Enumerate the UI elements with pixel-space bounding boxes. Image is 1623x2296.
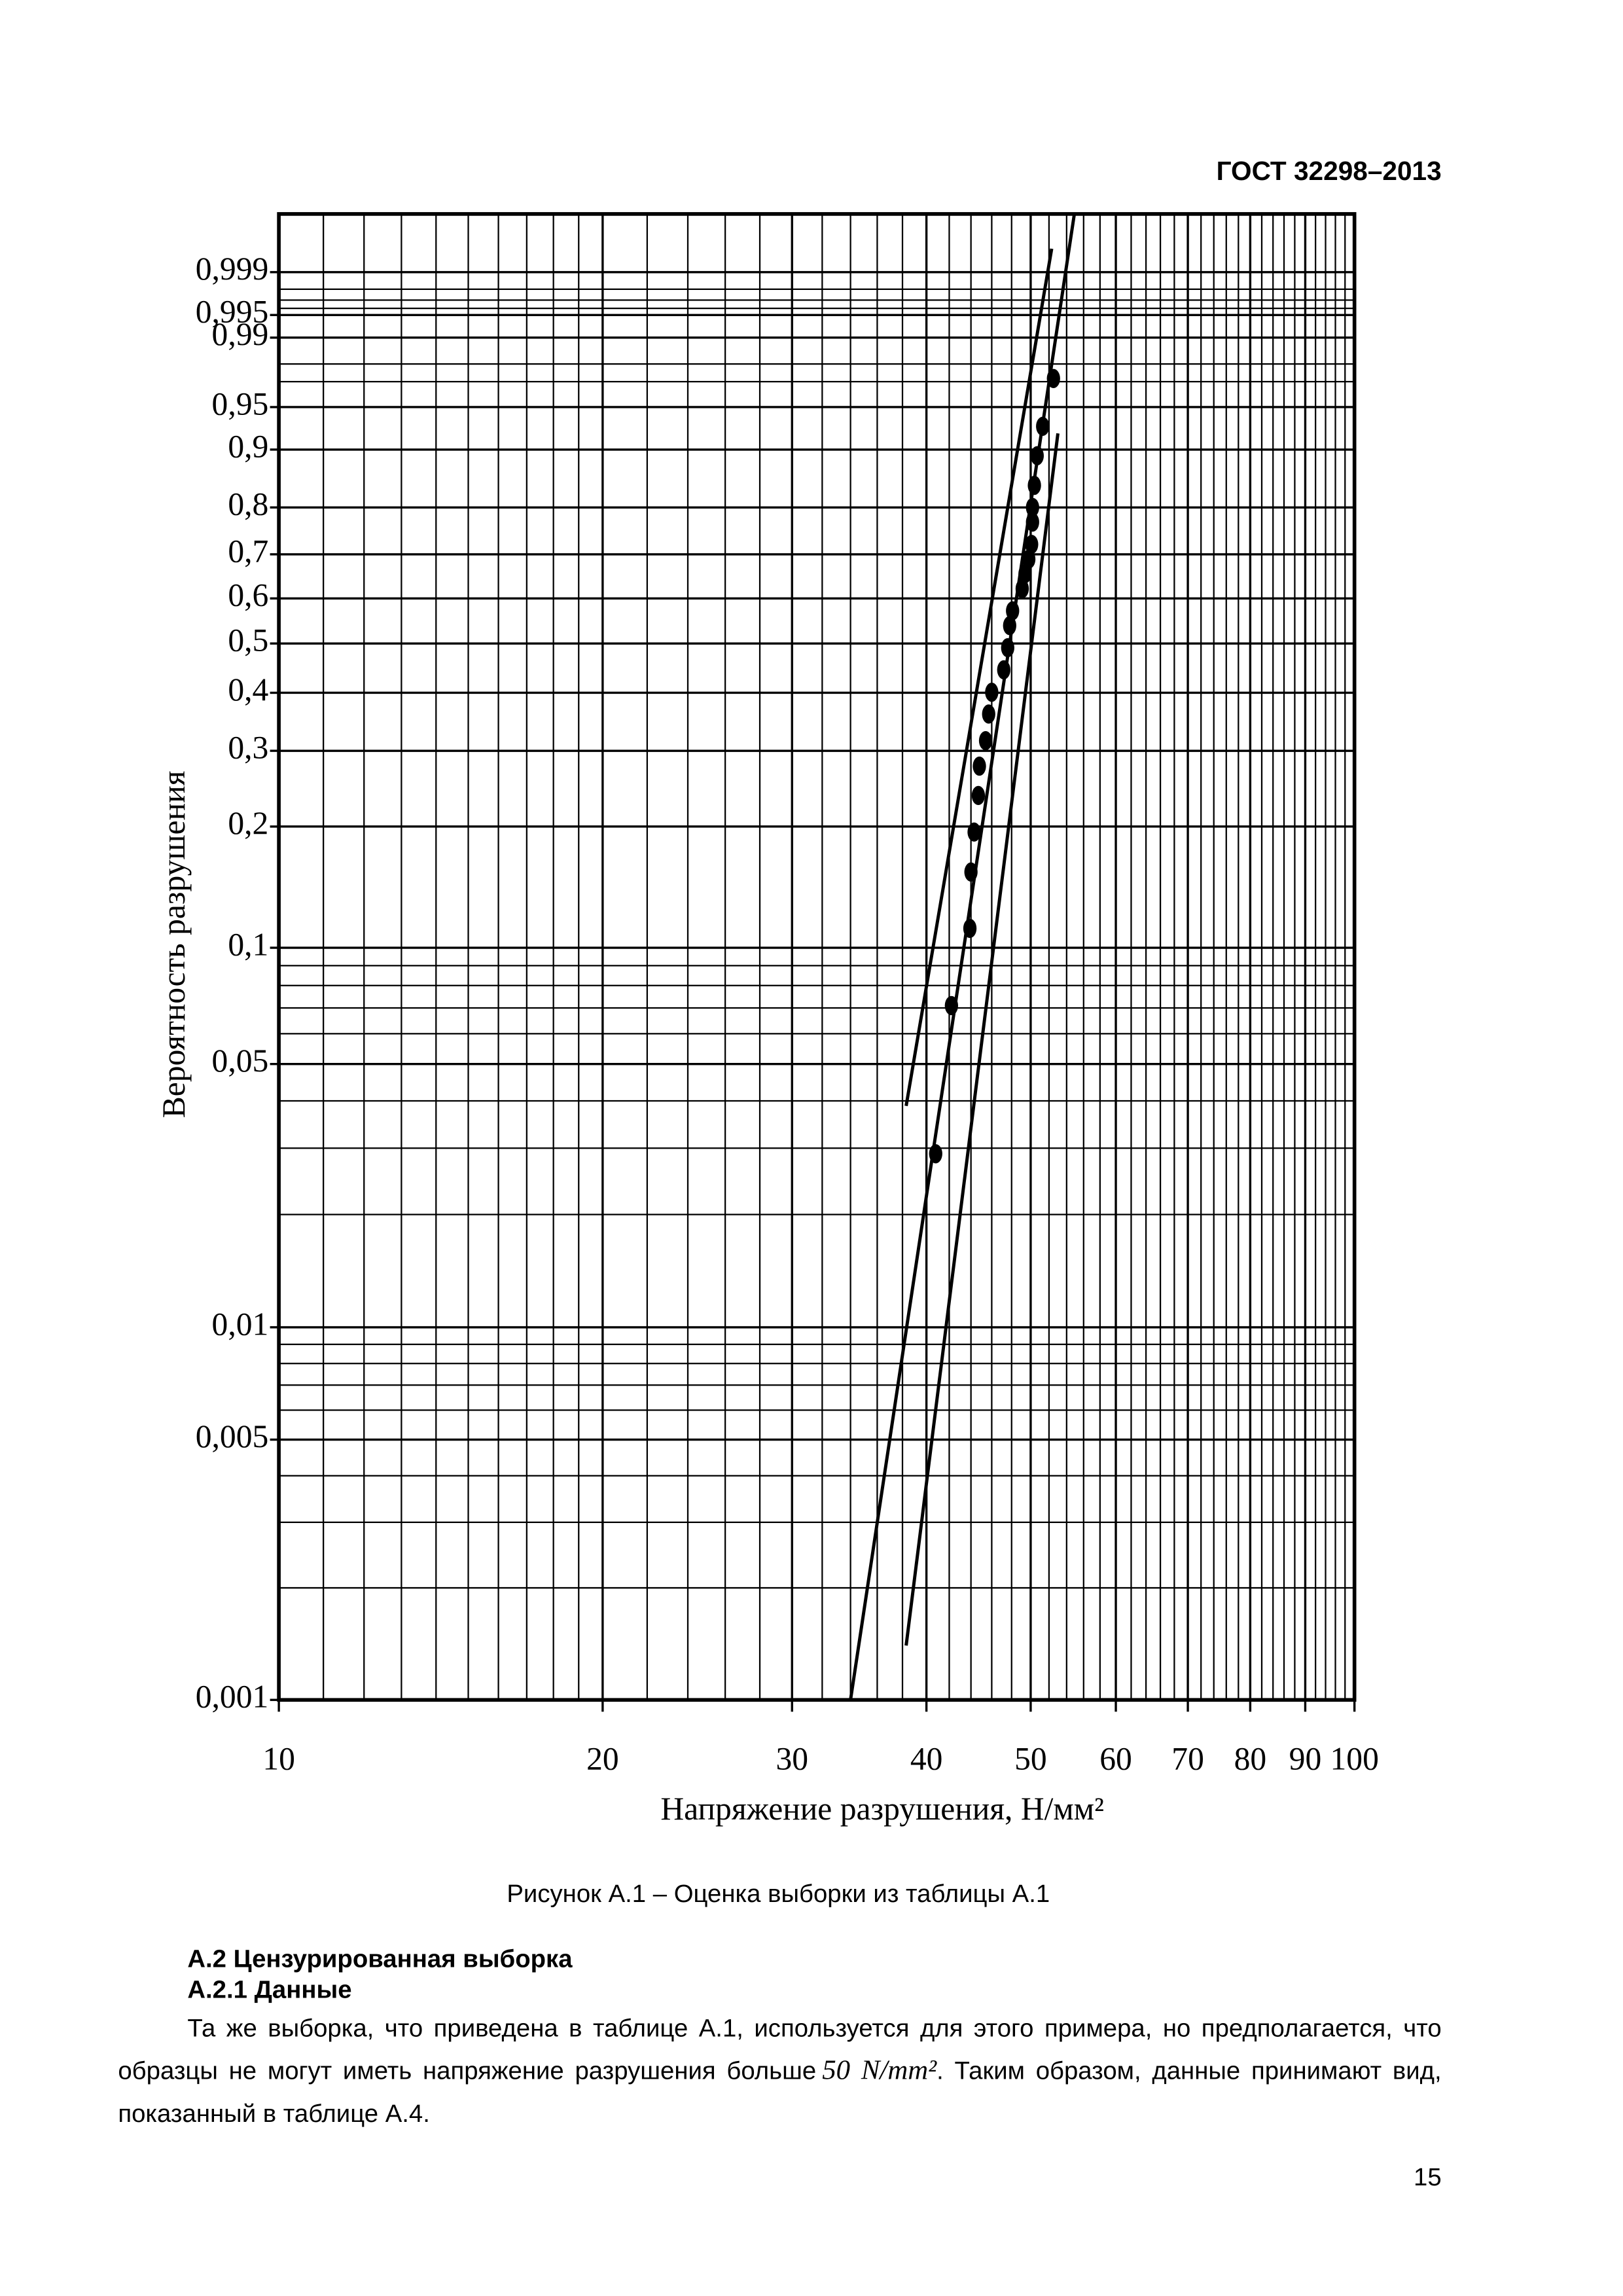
y-tick-label: 0,6 [228,577,268,613]
page-number: 15 [1414,2163,1442,2191]
y-axis-label: Вероятность разрушения [156,771,192,1119]
data-point [1046,368,1060,388]
data-point [972,756,986,776]
fit-line [904,248,1054,1107]
y-tick-label: 0,999 [196,251,269,287]
data-point [1025,535,1039,554]
data-point [1015,579,1029,599]
data-point [1022,549,1036,569]
y-tick-label: 0,5 [228,622,268,658]
y-tick-label: 0,8 [228,486,268,522]
y-tick-label: 0,7 [228,533,268,569]
data-point [982,704,995,724]
data-point [1003,616,1016,636]
x-tick-label: 90 [1289,1740,1322,1776]
figure-caption: Рисунок А.1 – Оценка выборки из таблицы … [507,1880,1050,1909]
y-tick-label: 0,4 [228,672,268,708]
x-tick-label: 20 [586,1740,619,1776]
y-tick-label: 0,2 [228,805,268,841]
y-tick-label: 0,95 [212,386,269,422]
y-tick-label: 0,005 [196,1418,269,1454]
y-tick-label: 0,99 [212,316,269,352]
data-point [1001,637,1014,658]
data-point [997,660,1010,680]
text: Та же выборка, что приведена в таблице А… [118,2014,1442,2085]
x-tick-label: 10 [262,1740,295,1776]
data-point [1030,446,1044,465]
data-point [1018,564,1032,584]
x-tick-label: 100 [1330,1740,1378,1776]
header-title: ГОСТ 32298–2013 [1216,156,1442,187]
paragraph: Та же выборка, что приведена в таблице А… [118,2007,1441,2135]
y-tick-label: 0,001 [196,1679,269,1715]
data-point [944,996,958,1016]
data-point [1027,475,1041,495]
formula: 50 N/mm² [822,2055,937,2087]
x-tick-label: 50 [1014,1740,1047,1776]
fit-line [904,433,1060,1646]
data-point [985,683,999,702]
data-point [971,785,986,806]
section-title: А.2 Цензурированная выборка [187,1945,573,1973]
data-point [963,918,977,939]
y-tick-label: 0,995 [196,294,269,330]
y-tick-label: 0,01 [212,1306,269,1342]
data-point [1026,497,1039,517]
x-tick-label: 70 [1171,1740,1204,1776]
x-tick-label: 60 [1099,1740,1132,1776]
x-tick-label: 80 [1234,1740,1267,1776]
fit-line [849,213,1077,1700]
data-point [1026,512,1039,532]
y-tick-label: 0,05 [212,1043,269,1079]
data-point [929,1144,942,1164]
text: . Таким образом, данные принимают вид, п… [118,2056,1442,2128]
x-axis-label: Напряжение разрушения, Н/мм² [660,1791,1104,1827]
plot-frame [277,212,1357,1702]
data-point [1036,416,1050,437]
chart: Напряжение разрушения, Н/мм² Вероятность… [156,212,1379,1827]
data-point [967,822,981,842]
subsection-title: А.2.1 Данные [187,1975,352,2004]
data-point [978,730,993,751]
y-tick-label: 0,1 [228,926,268,962]
data-point [964,862,978,882]
x-tick-label: 40 [910,1740,943,1776]
y-tick-label: 0,3 [228,730,268,766]
x-tick-label: 30 [776,1740,808,1776]
data-point [1006,601,1020,620]
y-tick-label: 0,9 [228,428,268,464]
